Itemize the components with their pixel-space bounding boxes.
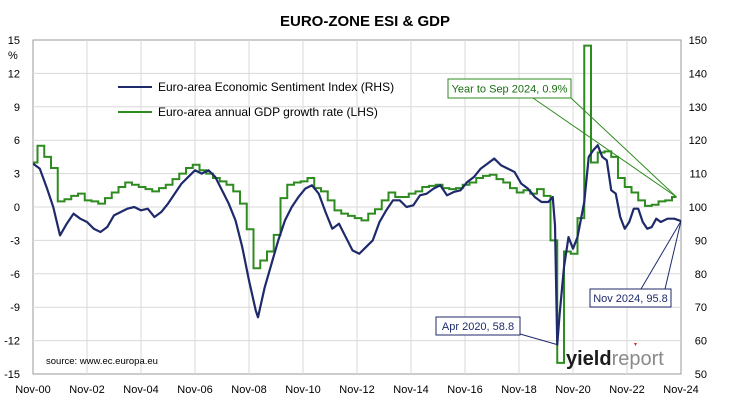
x-tick-label: Nov-04 [123,384,158,396]
right-tick-label: 90 [695,235,707,247]
brand-logo: yieldreport [566,348,664,370]
callout-leader-gdp [532,97,677,198]
left-tick-label: 12 [8,68,20,80]
esi-line [33,144,681,346]
callout-label-esi-latest: Nov 2024, 95.8 [593,293,668,305]
callout-box-esi-latest [589,288,672,308]
brand-logo-part2: report [612,348,665,370]
left-tick-label: 15 [8,35,20,47]
x-tick-label: Nov-22 [609,384,644,396]
callout-label-gdp: Year to Sep 2024, 0.9% [452,84,568,96]
left-axis-unit: % [8,50,18,62]
callout-label-esi-low: Apr 2020, 58.8 [442,321,514,333]
series-layer [33,44,681,364]
right-tick-label: 100 [689,202,707,214]
left-tick-label: -12 [4,336,20,348]
callout-box-esi-low [435,316,521,336]
brand-logo-marker [634,343,637,346]
left-tick-label: 3 [14,169,20,181]
x-tick-label: Nov-14 [393,384,428,396]
right-tick-label: 80 [695,269,707,281]
brand-logo-part1: yield [566,348,612,370]
right-tick-label: 70 [695,302,707,314]
callout-box-gdp [447,78,572,99]
right-tick-label: 50 [695,369,707,381]
x-tick-label: Nov-00 [15,384,50,396]
right-axis: 150 140 130 120 110 100 90 80 70 60 50 [689,35,707,381]
x-tick-label: Nov-24 [663,384,698,396]
x-axis: Nov-00 Nov-02 Nov-04 Nov-06 Nov-08 Nov-10 Nov-… [15,384,698,396]
x-tick-label: Nov-20 [555,384,590,396]
callout-leader-esi [664,220,682,290]
left-axis: 15 12 9 6 3 0 -3 -6 -9 -12 -15% [4,35,20,381]
left-tick-label: -9 [10,302,20,314]
callout-leader-gdp [570,97,677,198]
x-tick-label: Nov-08 [231,384,266,396]
legend-label-gdp: Euro-area annual GDP growth rate (LHS) [158,105,378,119]
x-tick-label: Nov-10 [285,384,320,396]
gridlines [33,40,681,374]
callout-leader-esi-low [519,333,558,346]
x-tick-label: Nov-06 [177,384,212,396]
left-tick-label: -3 [10,235,20,247]
left-tick-label: 6 [14,135,20,147]
x-tick-label: Nov-16 [447,384,482,396]
right-tick-label: 130 [689,102,707,114]
right-tick-label: 120 [689,135,707,147]
x-tick-label: Nov-12 [339,384,374,396]
left-tick-label: -6 [10,269,20,281]
x-tick-label: Nov-18 [501,384,536,396]
left-tick-label: 9 [14,102,20,114]
right-tick-label: 150 [689,35,707,47]
legend-label-esi: Euro-area Economic Sentiment Index (RHS) [158,80,394,94]
annotations: Year to Sep 2024, 0.9% Nov 2024, 95.8 Apr … [435,78,682,346]
x-tick-label: Nov-02 [69,384,104,396]
left-tick-label: -15 [4,369,20,381]
right-tick-label: 140 [689,68,707,80]
source-note: source: www.ec.europa.eu [46,356,158,367]
left-tick-label: 0 [14,202,20,214]
legend: Euro-area Economic Sentiment Index (RHS)… [118,80,394,119]
chart-title: EURO-ZONE ESI & GDP [280,13,450,30]
callout-leader-esi [640,220,682,290]
gdp-growth-line [33,44,677,364]
right-tick-label: 60 [695,336,707,348]
right-tick-label: 110 [689,169,707,181]
